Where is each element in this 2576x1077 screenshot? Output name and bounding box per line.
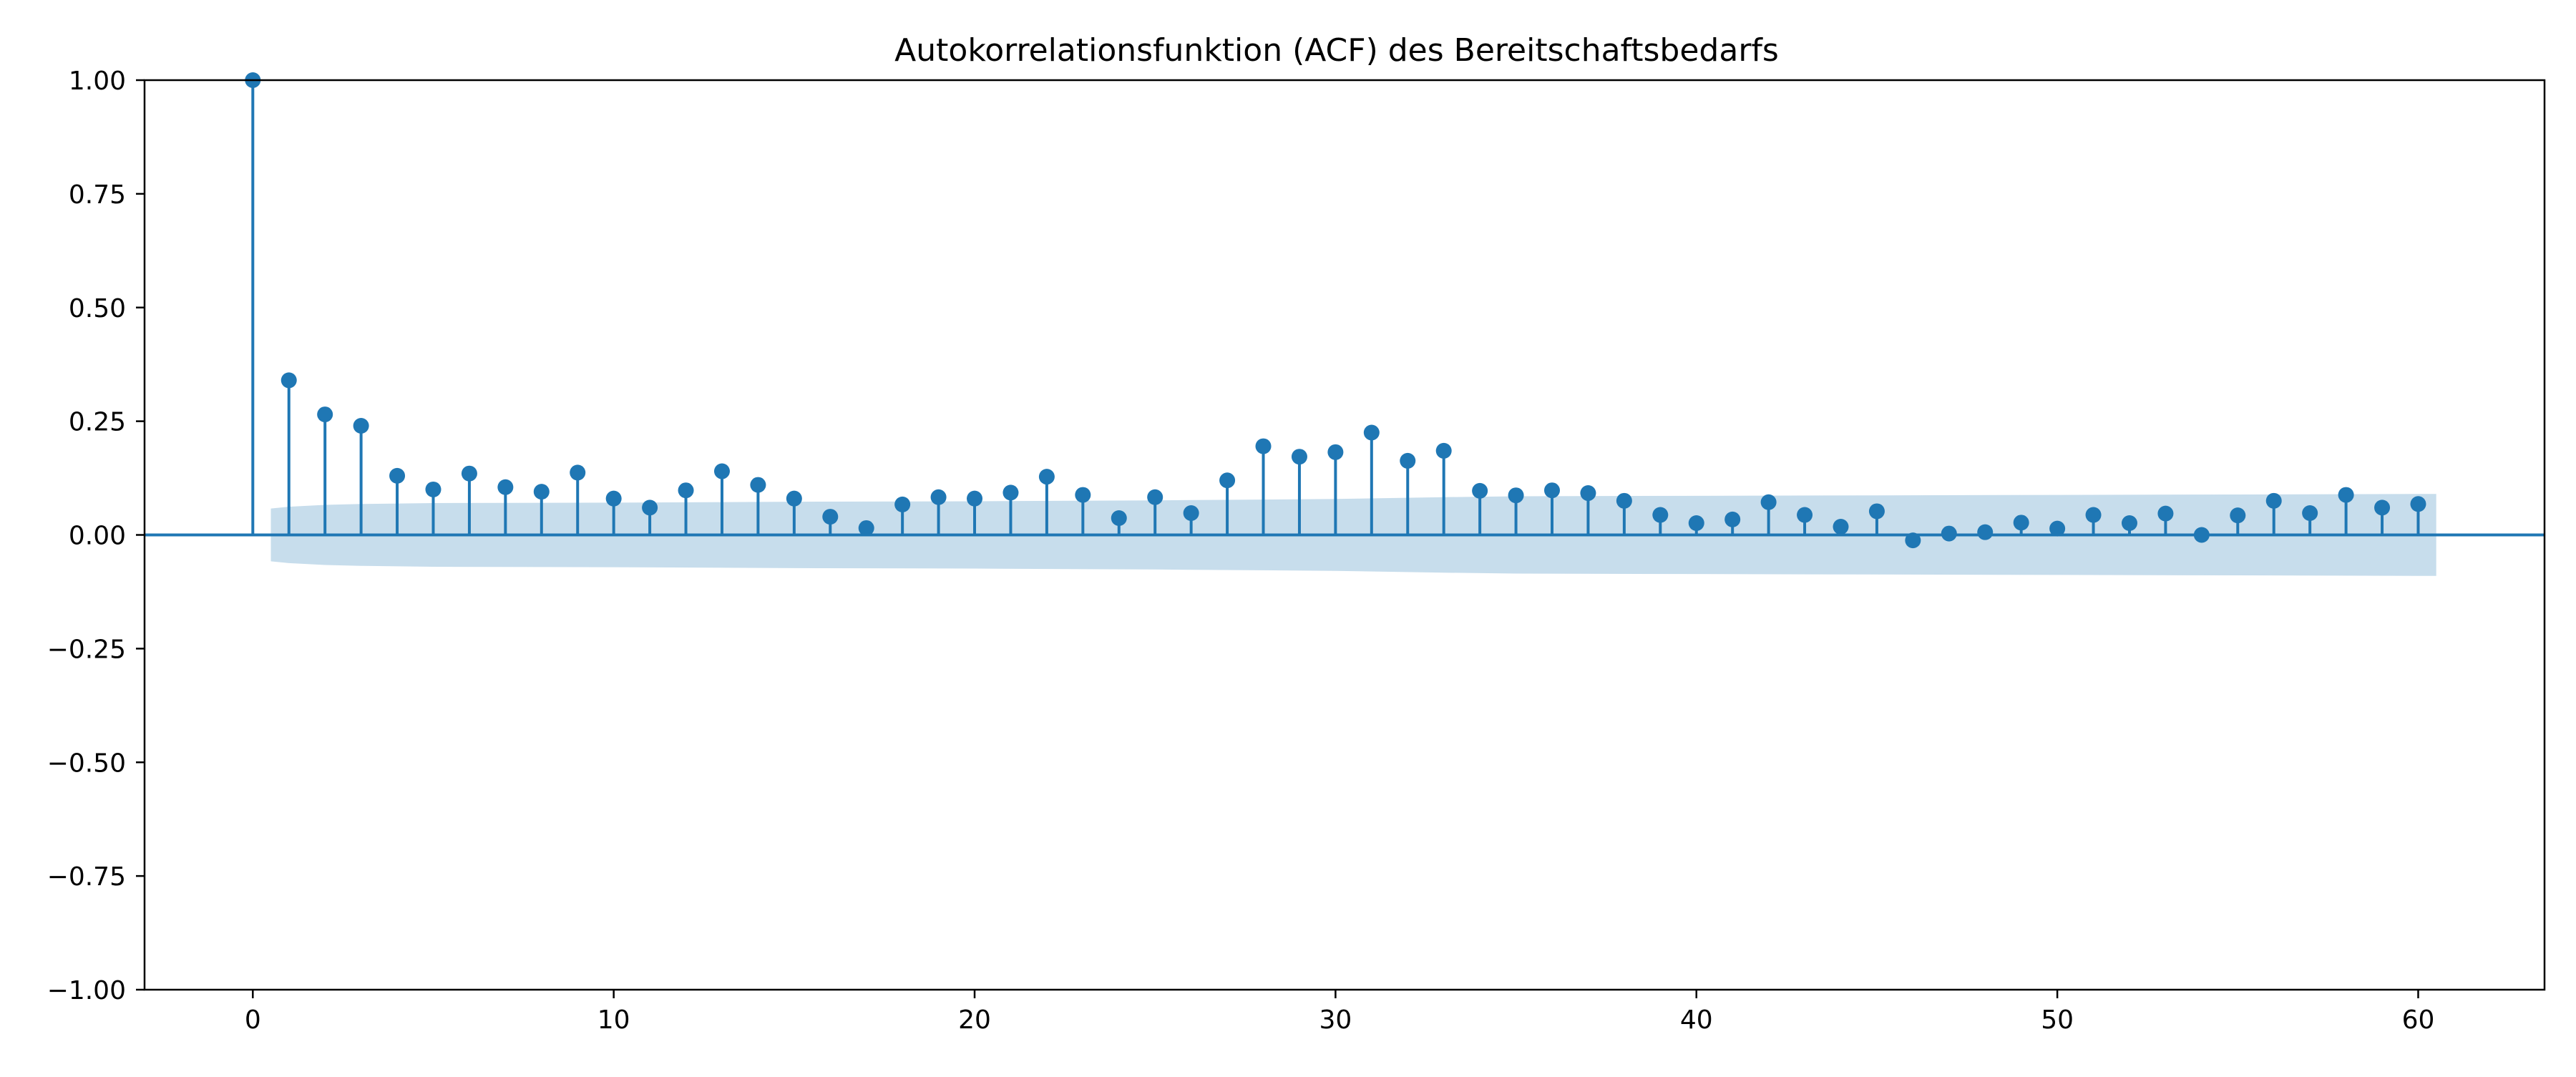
acf-marker: [425, 481, 441, 497]
x-tick-label: 60: [2402, 1005, 2435, 1035]
y-tick-label: 1.00: [69, 67, 126, 96]
acf-marker: [1291, 449, 1307, 465]
acf-marker: [1183, 505, 1199, 521]
acf-marker: [2265, 492, 2282, 509]
acf-marker: [967, 490, 983, 507]
x-tick-label: 50: [2041, 1005, 2074, 1035]
acf-marker: [1833, 519, 1849, 535]
y-tick-label: −0.25: [47, 635, 126, 664]
acf-marker: [1868, 503, 1885, 520]
acf-marker: [389, 467, 406, 484]
acf-marker: [1002, 484, 1019, 501]
y-tick-label: −0.75: [47, 862, 126, 892]
acf-marker: [1580, 485, 1596, 502]
stem-layer: [145, 72, 2545, 549]
acf-marker: [1363, 424, 1380, 441]
acf-marker: [1038, 469, 1055, 485]
acf-marker: [317, 406, 333, 423]
acf-marker: [2157, 505, 2174, 522]
acf-marker: [461, 465, 477, 482]
acf-marker: [1616, 492, 1632, 509]
x-tick-label: 30: [1319, 1005, 1352, 1035]
acf-marker: [713, 463, 730, 479]
acf-marker: [1905, 532, 1921, 549]
acf-marker: [1075, 487, 1091, 503]
acf-marker: [1652, 507, 1669, 523]
acf-marker: [858, 520, 874, 536]
acf-marker: [642, 499, 658, 516]
acf-marker: [1255, 438, 1272, 454]
acf-marker: [1760, 494, 1777, 510]
acf-marker: [1688, 515, 1704, 531]
acf-marker: [2013, 515, 2029, 531]
acf-marker: [1147, 489, 1163, 505]
acf-marker: [353, 417, 369, 434]
acf-marker: [1472, 482, 1488, 499]
x-tick-label: 10: [597, 1005, 630, 1035]
acf-marker: [2374, 499, 2391, 516]
acf-marker: [786, 490, 802, 507]
acf-marker: [1797, 507, 1813, 523]
acf-marker: [280, 372, 297, 389]
acf-marker: [1544, 482, 1561, 499]
acf-marker: [930, 489, 947, 505]
y-tick-label: 0.25: [69, 408, 126, 437]
acf-marker: [1977, 524, 1994, 540]
chart-title: Autokorrelationsfunktion (ACF) des Berei…: [894, 32, 1779, 69]
acf-marker: [2338, 487, 2354, 503]
acf-marker: [1435, 442, 1452, 459]
acf-marker: [750, 477, 766, 493]
y-tick-label: 0.75: [69, 180, 126, 210]
acf-marker: [497, 479, 514, 495]
y-tick-label: 0.00: [69, 522, 126, 551]
acf-marker: [1724, 511, 1741, 527]
acf-marker: [1111, 510, 1127, 526]
acf-marker: [570, 464, 586, 481]
acf-marker: [894, 496, 911, 512]
y-tick-label: −0.50: [47, 749, 126, 778]
acf-marker: [2085, 507, 2102, 523]
acf-marker: [2121, 515, 2137, 531]
acf-marker: [1400, 452, 1416, 469]
y-tick-label: −1.00: [47, 976, 126, 1005]
acf-marker: [2302, 505, 2318, 521]
acf-marker: [822, 509, 839, 525]
acf-marker: [605, 490, 622, 507]
x-tick-label: 0: [245, 1005, 261, 1035]
y-tick-label: 0.50: [69, 294, 126, 323]
x-tick-label: 40: [1680, 1005, 1713, 1035]
acf-marker: [678, 482, 694, 499]
acf-marker: [1508, 487, 1524, 504]
x-tick-label: 20: [958, 1005, 991, 1035]
acf-marker: [1327, 444, 1344, 460]
acf-marker: [2410, 496, 2426, 512]
acf-marker: [533, 484, 550, 500]
acf-marker: [1219, 472, 1236, 489]
axes-layer: 0 10 20 30 40 50 60 1.00 0.75 0.50 0.25 0.00 −0.25 −0…: [47, 67, 2546, 1035]
acf-marker: [2049, 520, 2066, 537]
acf-marker: [2230, 507, 2246, 524]
